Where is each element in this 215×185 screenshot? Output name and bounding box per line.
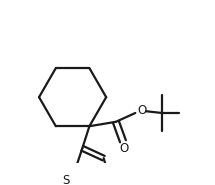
Text: O: O	[137, 104, 146, 117]
Text: O: O	[119, 142, 129, 155]
Text: S: S	[63, 174, 70, 185]
